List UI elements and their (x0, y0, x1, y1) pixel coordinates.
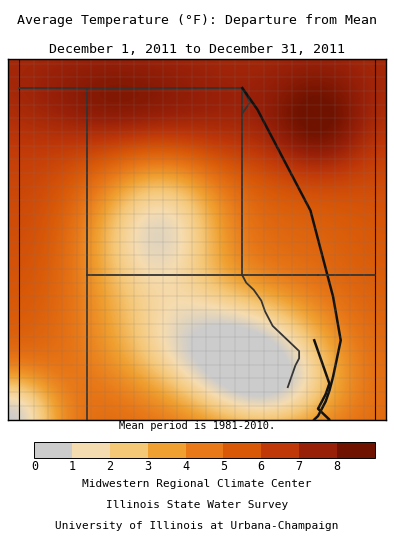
Text: 8: 8 (333, 460, 340, 473)
Text: 2: 2 (106, 460, 113, 473)
Bar (110, 442, 148, 458)
Bar (261, 442, 299, 458)
Text: Mean period is 1981-2010.: Mean period is 1981-2010. (119, 421, 275, 431)
Bar (186, 442, 223, 458)
Bar (148, 442, 186, 458)
Text: December 1, 2011 to December 31, 2011: December 1, 2011 to December 31, 2011 (49, 43, 345, 56)
Bar (34, 442, 375, 458)
Bar (223, 442, 261, 458)
Bar (34, 442, 72, 458)
Text: University of Illinois at Urbana-Champaign: University of Illinois at Urbana-Champai… (55, 521, 339, 531)
Text: 0: 0 (31, 460, 38, 473)
Text: 6: 6 (258, 460, 265, 473)
Text: 7: 7 (296, 460, 303, 473)
Text: Midwestern Regional Climate Center: Midwestern Regional Climate Center (82, 479, 312, 489)
Text: Illinois State Water Survey: Illinois State Water Survey (106, 500, 288, 510)
Text: 1: 1 (69, 460, 76, 473)
Text: 3: 3 (144, 460, 151, 473)
Text: 4: 4 (182, 460, 189, 473)
Text: Average Temperature (°F): Departure from Mean: Average Temperature (°F): Departure from… (17, 14, 377, 27)
Bar (72, 442, 110, 458)
Text: 5: 5 (220, 460, 227, 473)
Bar (337, 442, 375, 458)
Bar (299, 442, 337, 458)
